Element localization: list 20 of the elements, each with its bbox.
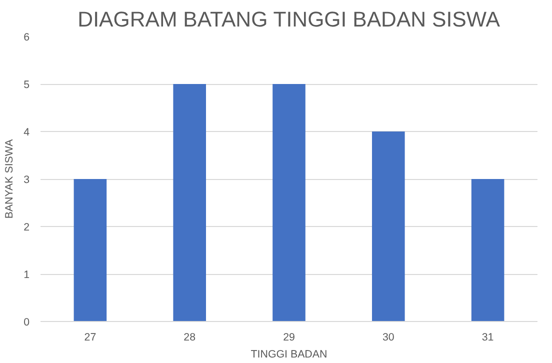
- y-tick-label: 0: [24, 316, 30, 328]
- x-tick-label: 28: [184, 332, 196, 344]
- y-tick-label: 3: [24, 174, 30, 186]
- y-tick-label: 4: [24, 126, 30, 138]
- x-tick-label: 29: [283, 332, 295, 344]
- bar: [372, 132, 405, 322]
- y-tick-label: 5: [24, 79, 30, 91]
- y-tick-label: 6: [24, 32, 30, 44]
- x-tick-label: 30: [382, 332, 394, 344]
- y-axis-title: BANYAK SISWA: [4, 138, 16, 219]
- x-axis-title: TINGGI BADAN: [250, 348, 328, 360]
- x-tick-label: 27: [84, 332, 96, 344]
- bar: [173, 84, 206, 322]
- y-tick-label: 1: [24, 269, 30, 281]
- bar: [74, 179, 107, 322]
- chart-title: DIAGRAM BATANG TINGGI BADAN SISWA: [78, 8, 501, 32]
- bar: [272, 84, 306, 322]
- x-tick-label: 31: [482, 332, 494, 344]
- bar: [471, 179, 504, 322]
- y-tick-label: 2: [24, 222, 30, 234]
